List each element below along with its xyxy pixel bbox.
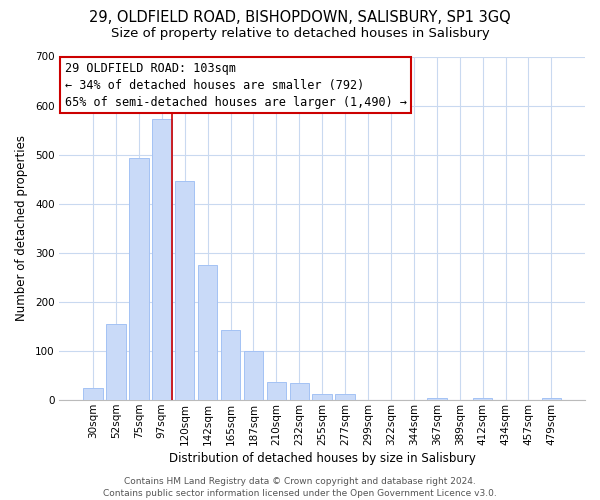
Text: Contains HM Land Registry data © Crown copyright and database right 2024.
Contai: Contains HM Land Registry data © Crown c… — [103, 476, 497, 498]
Bar — [244, 351, 263, 400]
Bar — [266, 382, 286, 400]
Text: Size of property relative to detached houses in Salisbury: Size of property relative to detached ho… — [110, 28, 490, 40]
Bar — [106, 324, 126, 400]
Bar — [542, 398, 561, 400]
Bar — [83, 388, 103, 400]
Bar — [427, 398, 446, 400]
Bar — [290, 383, 309, 400]
Text: 29, OLDFIELD ROAD, BISHOPDOWN, SALISBURY, SP1 3GQ: 29, OLDFIELD ROAD, BISHOPDOWN, SALISBURY… — [89, 10, 511, 25]
Bar — [221, 330, 240, 400]
Bar — [152, 119, 172, 400]
Text: 29 OLDFIELD ROAD: 103sqm
← 34% of detached houses are smaller (792)
65% of semi-: 29 OLDFIELD ROAD: 103sqm ← 34% of detach… — [65, 62, 407, 108]
Bar — [129, 158, 149, 400]
Bar — [313, 394, 332, 400]
Y-axis label: Number of detached properties: Number of detached properties — [15, 136, 28, 322]
Bar — [335, 394, 355, 400]
Bar — [175, 180, 194, 400]
Bar — [198, 265, 217, 400]
X-axis label: Distribution of detached houses by size in Salisbury: Distribution of detached houses by size … — [169, 452, 476, 465]
Bar — [473, 398, 493, 400]
